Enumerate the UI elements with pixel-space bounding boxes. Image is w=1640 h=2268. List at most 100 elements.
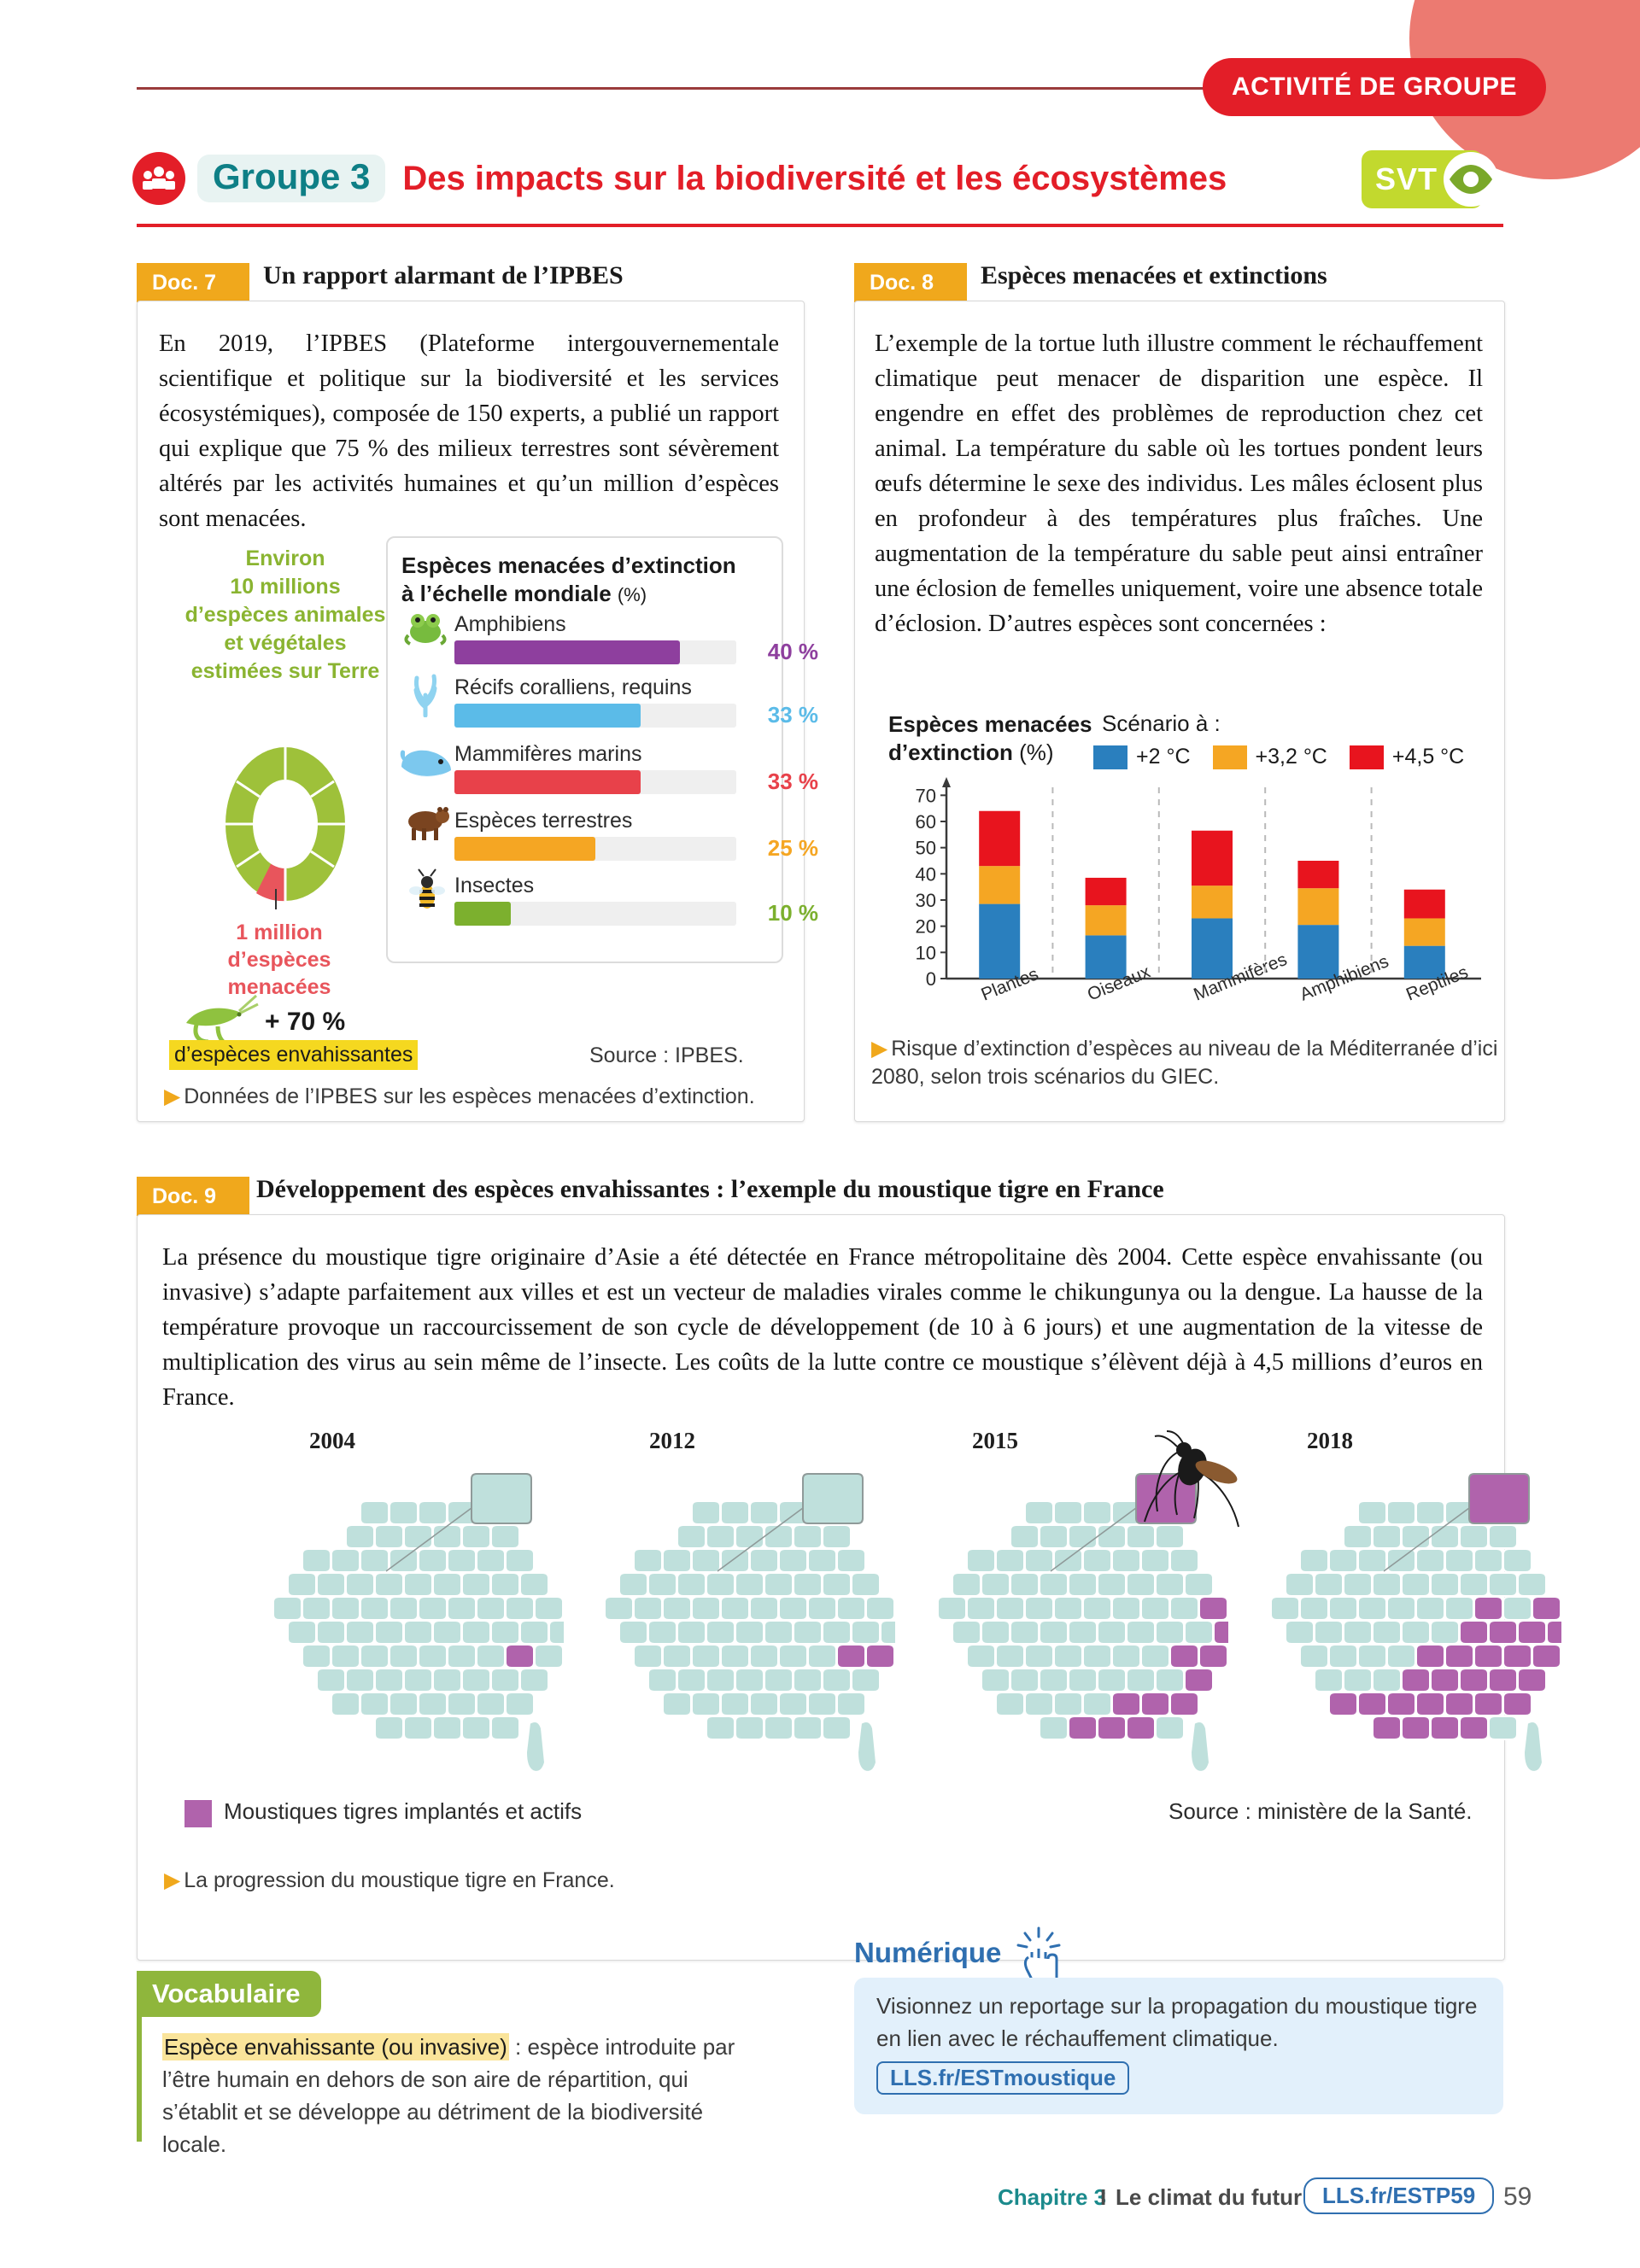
frog-icon xyxy=(401,606,449,654)
map-year-label-0: 2004 xyxy=(309,1428,355,1453)
doc7-tab: Doc. 7 xyxy=(137,263,249,302)
doc7-bar-fill-4 xyxy=(454,902,511,926)
doc7-bar-value-0: 40 % xyxy=(767,639,818,664)
page-title: Des impacts sur la biodiversité et les é… xyxy=(402,159,1227,197)
doc7-donut-label: 1 million d’espèces menacées xyxy=(227,921,331,999)
doc7-bar-track-0: 40 % xyxy=(454,639,818,664)
legend-swatch-1 xyxy=(1212,745,1247,769)
map-legend-swatch xyxy=(184,1800,212,1827)
doc7-bar-track-3: 25 % xyxy=(454,835,818,861)
footer-chapter: Chapitre 3 xyxy=(998,2184,1107,2210)
legend-swatch-0 xyxy=(1093,745,1128,769)
doc7-bar-row: Insectes 10 % xyxy=(401,868,818,938)
doc7-bars-panel xyxy=(386,536,783,963)
doc7-bar-value-3: 25 % xyxy=(767,835,818,861)
doc9-caption: ▶ La progression du moustique tigre en Fr… xyxy=(164,1867,847,1895)
activity-badge-label: ACTIVITÉ DE GROUPE xyxy=(1231,73,1517,101)
svg-text:30: 30 xyxy=(916,890,936,911)
top-rule xyxy=(137,87,1503,90)
doc7-text: En 2019, l’IPBES (Plateforme intergouver… xyxy=(159,330,779,532)
doc7-bar-row: Récifs coralliens, requins 33 % xyxy=(401,674,818,739)
vocabulaire-tab: Vocabulaire xyxy=(137,1971,321,2017)
doc7-left-stat-text: Environ 10 millions d’espèces animales e… xyxy=(184,547,386,683)
doc7-bar-label-1: Récifs coralliens, requins xyxy=(454,675,692,699)
mosquito-icon xyxy=(1128,1426,1273,1575)
doc7-bars-title-unit: (%) xyxy=(617,584,647,605)
doc7-caption-text: Données de l’IPBES sur les espèces menac… xyxy=(184,1084,755,1108)
map-year-label-2: 2015 xyxy=(972,1428,1018,1453)
doc8-tab-label: Doc. 8 xyxy=(870,270,934,295)
doc7-bars-title-l2: à l’échelle mondiale xyxy=(401,581,612,606)
numerique-title-label: Numérique xyxy=(854,1937,1002,1968)
group-number-badge: Groupe 3 xyxy=(197,155,386,202)
doc7-source: Source : IPBES. xyxy=(589,1043,744,1067)
svg-text:50: 50 xyxy=(916,838,936,859)
doc7-bar-track-4: 10 % xyxy=(454,900,818,926)
caption-arrow-icon: ▶ xyxy=(871,1037,888,1061)
doc9-source: Source : ministère de la Santé. xyxy=(1168,1798,1473,1824)
footer-link[interactable]: LLS.fr/ESTP59 xyxy=(1303,2177,1495,2214)
doc8-legend-title: Scénario à : xyxy=(1102,710,1221,736)
footer-title: Le climat du futur xyxy=(1116,2184,1303,2210)
doc7-bar-fill-3 xyxy=(454,837,595,861)
france-map-2018 xyxy=(1254,1467,1576,1796)
legend-label-0: +2 °C xyxy=(1136,745,1191,769)
doc7-bar-value-2: 33 % xyxy=(767,769,818,794)
france-map-2015 xyxy=(921,1467,1243,1796)
vocabulaire-definition: : espèce introduite par l’être humain en… xyxy=(162,2034,735,2157)
doc8-caption-text: Risque d’extinction d’espèces au niveau … xyxy=(871,1037,1498,1089)
doc8-axis-title-l2: d’extinction xyxy=(888,739,1013,765)
map-legend-label: Moustiques tigres implantés et actifs xyxy=(224,1798,583,1824)
page-number: 59 xyxy=(1503,2183,1532,2211)
group-header: Groupe 3 Des impacts sur la biodiversité… xyxy=(132,152,1227,205)
doc7-bars-title: Espèces menacées d’extinction à l’échell… xyxy=(401,552,769,609)
svg-text:60: 60 xyxy=(916,811,936,833)
doc9-tab-label: Doc. 9 xyxy=(152,1184,217,1208)
svg-text:10: 10 xyxy=(916,942,936,963)
map-year-label-3: 2018 xyxy=(1307,1428,1353,1453)
numerique-link[interactable]: LLS.fr/ESTmoustique xyxy=(876,2061,1130,2095)
doc9-text: La présence du moustique tigre originair… xyxy=(162,1244,1483,1411)
doc7-bar-label-0: Amphibiens xyxy=(454,612,566,636)
invasive-increase-value: + 70 % xyxy=(265,1008,346,1036)
doc7-bar-value-4: 10 % xyxy=(767,900,818,926)
doc7-bar-label-3: Espèces terrestres xyxy=(454,809,633,833)
doc7-bar-row: Amphibiens 40 % xyxy=(401,611,818,676)
doc7-bar-label-2: Mammifères marins xyxy=(454,742,642,766)
svg-text:70: 70 xyxy=(916,785,936,806)
svg-text:40: 40 xyxy=(916,863,936,885)
france-map-2012 xyxy=(588,1467,910,1796)
svg-text:0: 0 xyxy=(926,968,936,990)
doc8-tab: Doc. 8 xyxy=(854,263,967,302)
people-icon xyxy=(132,152,185,205)
legend-swatch-2 xyxy=(1349,745,1384,769)
invasive-increase-label: d’espèces envahissantes xyxy=(169,1040,419,1070)
doc8-text: L’exemple de la tortue luth illustre com… xyxy=(875,330,1483,637)
caption-arrow-icon: ▶ xyxy=(164,1084,181,1108)
doc7-bar-fill-1 xyxy=(454,704,641,728)
doc8-stacked-bar-chart: 0 10 20 30 40 50 60 70 Plantes Oiseaux Mammifères A… xyxy=(897,769,1486,1008)
doc7-bar-fill-0 xyxy=(454,640,680,664)
svg-text:20: 20 xyxy=(916,916,936,938)
doc7-tab-label: Doc. 7 xyxy=(152,270,217,295)
doc8-axis-title: Espèces menacées d’extinction (%) xyxy=(888,710,1102,767)
doc8-axis-title-unit: (%) xyxy=(1019,739,1054,765)
doc7-bars-title-l1: Espèces menacées d’extinction xyxy=(401,552,736,578)
numerique-box xyxy=(854,1978,1503,2114)
whale-icon xyxy=(395,736,456,787)
doc9-title: Développement des espèces envahissantes … xyxy=(256,1175,1164,1203)
vocabulaire-body: Espèce envahissante (ou invasive) : espè… xyxy=(162,2031,760,2160)
doc9-tab: Doc. 9 xyxy=(137,1177,249,1216)
doc8-card xyxy=(854,301,1505,1122)
title-underline xyxy=(137,224,1503,227)
doc7-bar-row: Espèces terrestres 25 % xyxy=(401,807,818,873)
activity-badge: ACTIVITÉ DE GROUPE xyxy=(1202,58,1546,116)
doc7-bar-row: Mammifères marins 33 % xyxy=(400,741,818,806)
coral-icon xyxy=(401,669,449,718)
numerique-title: Numérique xyxy=(854,1937,1001,1969)
bear-icon xyxy=(401,803,453,842)
france-map-2004 xyxy=(256,1467,578,1796)
doc8-caption: ▶ Risque d’extinction d’espèces au niveau… xyxy=(871,1035,1503,1091)
doc7-bar-fill-2 xyxy=(454,770,641,794)
doc8-legend: +2 °C +3,2 °C +4,5 °C xyxy=(1093,745,1478,769)
